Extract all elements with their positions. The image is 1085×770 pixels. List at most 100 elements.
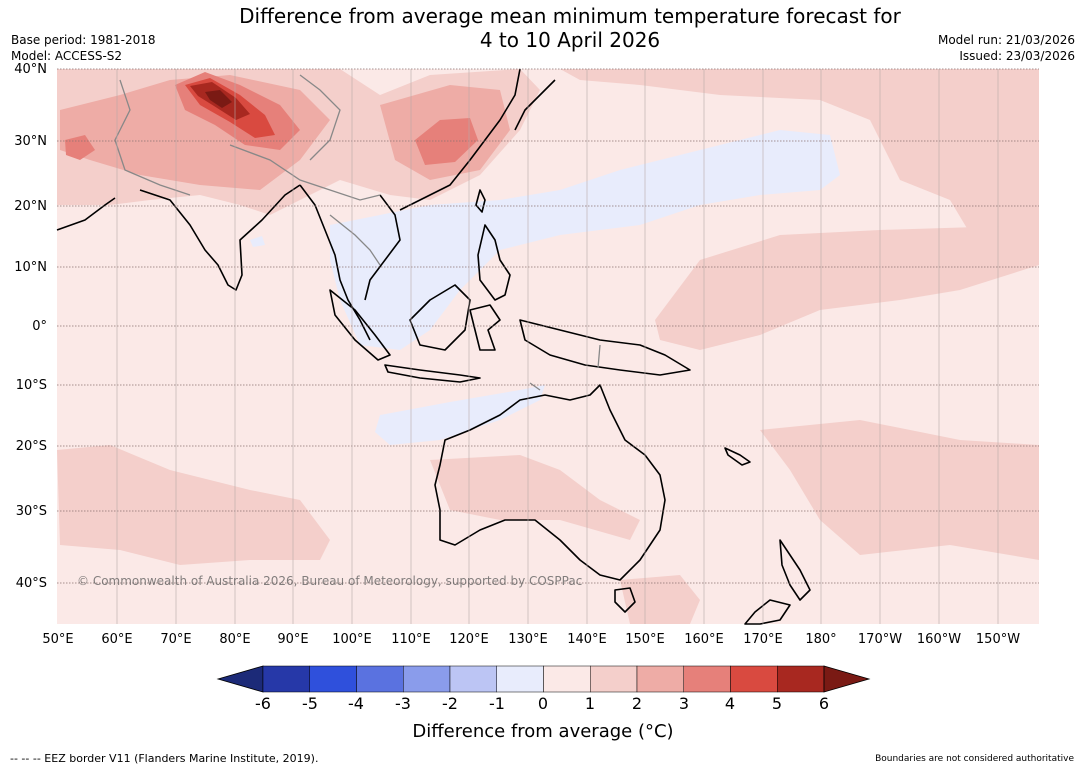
coast-taiwan xyxy=(475,189,486,213)
border-asia-2 xyxy=(229,144,381,201)
coast-new-zealand-north xyxy=(779,539,811,601)
coast-borneo xyxy=(409,284,471,351)
anomaly-region-indian-cool xyxy=(375,385,545,445)
colorbar-tick-4: 4 xyxy=(724,694,736,713)
lat-label-40s: 40°S xyxy=(15,576,47,591)
anomaly-region-australia-west xyxy=(430,455,640,540)
colorbar-tick-5: 5 xyxy=(771,694,783,713)
colorbar-swatch xyxy=(543,665,591,693)
colorbar-tick-neg2: -2 xyxy=(442,694,458,713)
lon-label-70e: 70°E xyxy=(160,632,192,647)
title-line-1: Difference from average mean minimum tem… xyxy=(239,4,901,28)
lat-label-30n: 30°N xyxy=(14,134,47,149)
colorbar-arrow-high xyxy=(823,665,871,693)
anomaly-region-indian-south xyxy=(57,445,330,565)
coast-new-caledonia xyxy=(724,447,751,466)
anomaly-region-tasman xyxy=(620,575,700,624)
colorbar-tick-6: 6 xyxy=(818,694,830,713)
colorbar xyxy=(216,665,871,693)
colorbar-arrow-low xyxy=(216,665,264,693)
coast-new-zealand-south xyxy=(744,599,791,625)
lat-label-20s: 20°S xyxy=(15,439,47,454)
lat-label-0: 0° xyxy=(32,319,47,334)
colorbar-label: Difference from average (°C) xyxy=(412,721,674,742)
model-name: Model: ACCESS-S2 xyxy=(11,49,123,63)
lat-label-10s: 10°S xyxy=(15,378,47,393)
colorbar-swatch xyxy=(683,665,731,693)
coast-philippines xyxy=(477,224,511,301)
anomaly-region-pacific-north xyxy=(560,69,1039,250)
meta-left: Base period: 1981-2018 Model: ACCESS-S2 xyxy=(11,32,156,64)
colorbar-tick-neg1: -1 xyxy=(489,694,505,713)
title-line-2: 4 to 10 April 2026 xyxy=(479,28,661,52)
base-period: Base period: 1981-2018 xyxy=(11,33,156,47)
meridians xyxy=(116,69,999,624)
country-borders xyxy=(114,74,601,391)
coast-sulawesi xyxy=(469,304,501,351)
colorbar-swatch xyxy=(449,665,497,693)
colorbar-swatch xyxy=(403,665,451,693)
lon-label-160e: 160°E xyxy=(684,632,724,647)
lon-label-60e: 60°E xyxy=(101,632,133,647)
lon-label-130e: 130°E xyxy=(508,632,548,647)
coast-java xyxy=(384,364,481,383)
colorbar-swatch xyxy=(309,665,357,693)
coast-china xyxy=(399,68,521,211)
lat-label-20n: 20°N xyxy=(14,199,47,214)
border-timor xyxy=(529,382,541,391)
colorbar-swatch xyxy=(262,665,310,693)
colorbar-tick-neg4: -4 xyxy=(348,694,364,713)
colorbar-tick-neg5: -5 xyxy=(302,694,318,713)
lon-label-80e: 80°E xyxy=(219,632,251,647)
lon-label-180: 180° xyxy=(805,632,837,647)
lat-label-30s: 30°S xyxy=(15,504,47,519)
lat-label-10n: 10°N xyxy=(14,260,47,275)
anomaly-region-pacific-central xyxy=(655,225,1039,350)
coast-india xyxy=(139,184,301,291)
lon-label-150e: 150°E xyxy=(625,632,665,647)
lon-label-50e: 50°E xyxy=(42,632,74,647)
colorbar-swatch xyxy=(496,665,544,693)
anomaly-region-pacific-south xyxy=(760,420,1039,560)
border-asia-1 xyxy=(114,79,191,196)
colorbar-tick-1: 1 xyxy=(584,694,596,713)
anomaly-region-small-cool xyxy=(250,236,265,247)
lon-label-170w: 170°W xyxy=(857,632,903,647)
map-panel xyxy=(56,68,1039,625)
border-asia-3 xyxy=(299,74,341,161)
colorbar-tick-neg3: -3 xyxy=(395,694,411,713)
lon-label-90e: 90°E xyxy=(277,632,309,647)
coast-indochina xyxy=(299,184,371,341)
colorbar-swatch xyxy=(590,665,638,693)
lon-label-120e: 120°E xyxy=(449,632,489,647)
lat-label-40n: 40°N xyxy=(14,62,47,77)
colorbar-swatch xyxy=(777,665,825,693)
eez-note: -- -- -- EEZ border V11 (Flanders Marine… xyxy=(10,752,319,765)
colorbar-tick-2: 2 xyxy=(631,694,643,713)
lon-label-110e: 110°E xyxy=(391,632,431,647)
lon-label-160w: 160°W xyxy=(916,632,962,647)
coast-korea-japan xyxy=(514,79,556,131)
issued-date: Issued: 23/03/2026 xyxy=(959,49,1075,63)
colorbar-swatch xyxy=(356,665,404,693)
border-asia-4 xyxy=(329,214,381,266)
colorbar-swatch xyxy=(636,665,684,693)
lon-label-100e: 100°E xyxy=(332,632,372,647)
colorbar-tick-3: 3 xyxy=(678,694,690,713)
coastlines xyxy=(56,68,811,625)
coast-arabia xyxy=(56,197,116,231)
colorbar-tick-0: 0 xyxy=(537,694,549,713)
anomaly-region-china-strong xyxy=(415,118,478,165)
colorbar-swatch xyxy=(730,665,778,693)
anomaly-region-tibet-peak xyxy=(205,90,232,108)
map-title: Difference from average mean minimum tem… xyxy=(0,4,1085,52)
coast-tasmania xyxy=(614,587,636,613)
colorbar-tick-neg6: -6 xyxy=(255,694,271,713)
model-run: Model run: 21/03/2026 xyxy=(937,33,1075,47)
lon-label-170e: 170°E xyxy=(743,632,783,647)
meta-right: Model run: 21/03/2026 Issued: 23/03/2026 xyxy=(938,32,1075,64)
lon-label-150w: 150°W xyxy=(975,632,1021,647)
coast-australia xyxy=(434,384,666,581)
boundary-disclaimer: Boundaries are not considered authoritat… xyxy=(875,754,1074,764)
